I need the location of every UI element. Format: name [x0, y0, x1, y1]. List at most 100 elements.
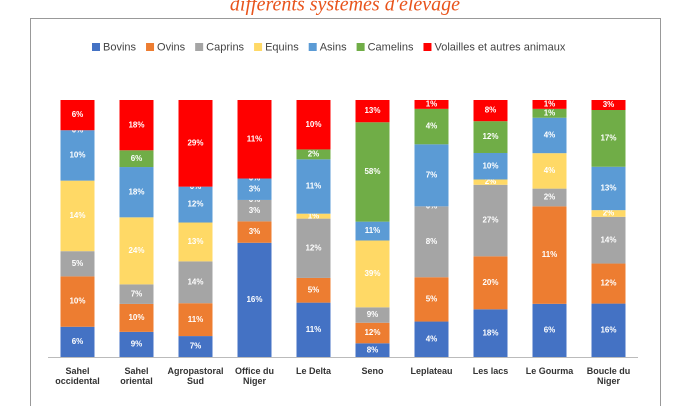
bar-segment	[296, 100, 331, 150]
data-label: 3%	[249, 206, 261, 215]
data-label: 7%	[426, 170, 438, 179]
bar-segment	[414, 321, 449, 357]
bar-segment	[178, 336, 213, 357]
data-label: 8%	[485, 106, 497, 115]
bar-segment	[414, 100, 449, 109]
bar-segment	[237, 199, 272, 222]
data-label: 10%	[482, 161, 498, 170]
bar-segment	[178, 100, 213, 187]
data-label: 13%	[600, 184, 616, 193]
chart-title: différents systèmes d'élevage	[230, 0, 460, 16]
bar-segment	[296, 149, 331, 160]
x-tick-label: Seno	[361, 366, 384, 376]
legend-swatch	[254, 43, 263, 51]
data-label: 3%	[249, 227, 261, 236]
bar-segment	[532, 206, 567, 304]
legend-label: Camelins	[368, 41, 414, 53]
bar-segment	[355, 322, 390, 344]
data-label: 2%	[544, 193, 556, 202]
x-tick-label: Les lacs	[472, 366, 509, 376]
data-label: 12%	[482, 132, 498, 141]
data-label: 2%	[603, 209, 615, 218]
data-label: 6%	[72, 337, 84, 346]
legend-label: Equins	[265, 41, 299, 53]
data-label: 10%	[69, 297, 85, 306]
data-label: 11%	[365, 226, 381, 235]
bar-segment	[591, 100, 626, 111]
bar-segment	[178, 222, 213, 262]
data-label: 8%	[426, 237, 438, 246]
data-label: 1%	[544, 108, 556, 117]
bar-segment	[532, 153, 567, 189]
data-label: 4%	[544, 166, 556, 175]
legend-label: Bovins	[103, 41, 137, 53]
bar-segment	[119, 167, 154, 218]
bar-segment	[60, 100, 95, 131]
bar-segment	[473, 309, 508, 357]
bar-segment	[591, 166, 626, 211]
data-label: 29%	[187, 138, 203, 147]
data-label: 5%	[426, 295, 438, 304]
bar-segment	[60, 251, 95, 277]
data-label: 16%	[246, 295, 262, 304]
bar-segment	[414, 277, 449, 322]
bar-segment	[473, 121, 508, 153]
data-label: 6%	[131, 154, 143, 163]
bar-segment	[60, 326, 95, 357]
bar-segment	[355, 100, 390, 123]
data-label: 24%	[128, 246, 144, 255]
data-label: 7%	[131, 289, 143, 298]
legend-swatch	[195, 43, 204, 51]
data-label: 18%	[128, 120, 144, 129]
bar-segment	[473, 179, 508, 185]
x-tick-label: Le Gourma	[525, 366, 574, 376]
bar-segment	[355, 122, 390, 222]
bar-segment	[473, 184, 508, 257]
bar-segment	[532, 188, 567, 207]
data-label: 16%	[600, 325, 616, 334]
bar-segment	[60, 276, 95, 327]
data-label: 27%	[482, 216, 498, 225]
bar-segment	[178, 303, 213, 337]
bar-segment	[119, 217, 154, 285]
data-label: 6%	[544, 326, 556, 335]
data-label: 13%	[187, 237, 203, 246]
bar-segment	[532, 100, 567, 109]
legend-label: Asins	[320, 41, 347, 53]
legend-label: Ovins	[157, 41, 186, 53]
bar-segment	[296, 302, 331, 357]
data-label: 14%	[69, 211, 85, 220]
bar-segment	[532, 117, 567, 154]
bar-segment	[355, 307, 390, 323]
bar-segment	[60, 180, 95, 252]
data-label: 13%	[364, 106, 380, 115]
bar-segment	[414, 144, 449, 207]
legend-label: Caprins	[206, 41, 244, 53]
bar-segment	[178, 261, 213, 304]
data-label: 12%	[187, 200, 203, 209]
bar-segment	[355, 343, 390, 357]
data-label: 11%	[306, 325, 322, 334]
bar-segment	[119, 303, 154, 332]
bar-segment	[532, 303, 567, 357]
data-label: 10%	[69, 151, 85, 160]
bar-segment	[473, 100, 508, 122]
x-tick-label: Sahel occidental	[55, 366, 100, 386]
data-label: 4%	[426, 122, 438, 131]
data-label: 12%	[600, 279, 616, 288]
bar-segment	[296, 218, 331, 278]
x-tick-label: Le Delta	[295, 366, 331, 376]
data-label: 1%	[544, 100, 556, 109]
x-tick-label: Leplateau	[410, 366, 453, 376]
data-label: 6%	[72, 110, 84, 119]
data-label: 12%	[364, 328, 380, 337]
data-label: 10%	[305, 120, 321, 129]
legend-swatch	[423, 43, 432, 51]
bar-segment	[296, 213, 331, 219]
bar-segment	[119, 100, 154, 151]
data-label: 8%	[367, 345, 379, 354]
bar-segment	[473, 152, 508, 180]
data-label: 5%	[308, 285, 320, 294]
bar-segment	[532, 108, 567, 118]
